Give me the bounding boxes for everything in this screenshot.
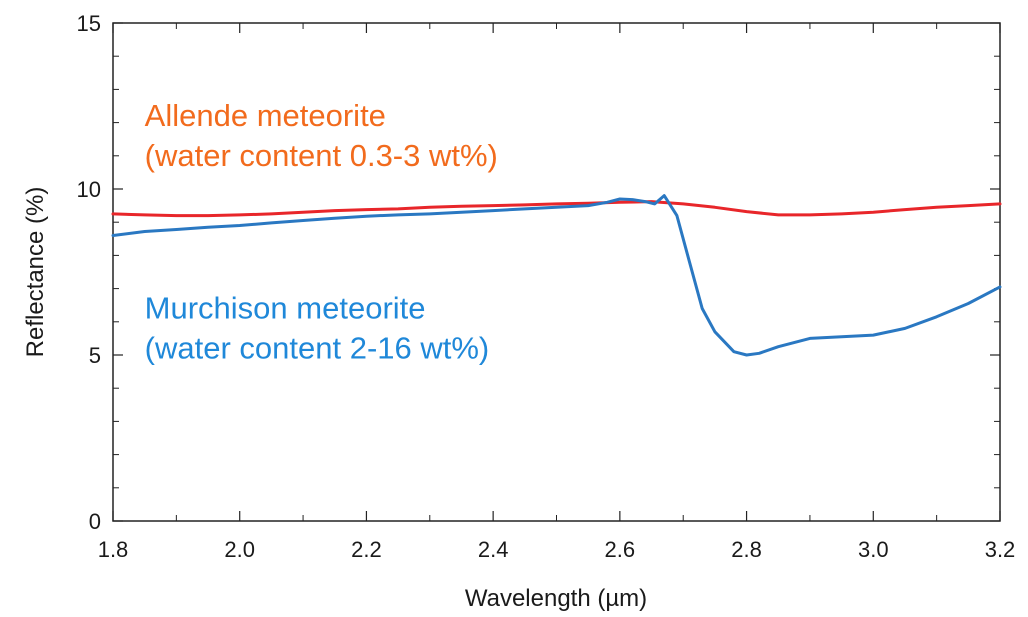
y-tick-label: 10: [77, 177, 101, 202]
murchison-series-line: [111, 194, 1002, 357]
y-tick-label: 15: [77, 11, 101, 36]
x-tick-labels: 1.8 2.0 2.2 2.4 2.6 2.8 3.0 3.2: [98, 537, 1016, 562]
murchison-annotation-line: (water content 2-16 wt%): [145, 330, 490, 365]
x-tick-label: 3.0: [858, 537, 889, 562]
y-tick-labels: 0 5 10 15: [77, 11, 101, 534]
series-lines: [111, 194, 1002, 357]
x-axis-title: Wavelength (µm): [465, 585, 647, 612]
axis-ticks: [112, 22, 1001, 522]
annotations: Allende meteorite (water content 0.3-3 wt…: [145, 98, 498, 366]
allende-annotation-line: (water content 0.3-3 wt%): [145, 138, 498, 173]
y-tick-label: 5: [89, 343, 101, 368]
allende-annotation-line: Allende meteorite: [145, 98, 386, 133]
murchison-annotation-line: Murchison meteorite: [145, 290, 426, 325]
x-tick-label: 2.8: [731, 537, 762, 562]
x-tick-label: 2.6: [605, 537, 636, 562]
y-tick-label: 0: [89, 509, 101, 534]
allende-series-line: [111, 200, 1002, 218]
y-axis-title: Reflectance (%): [22, 187, 49, 358]
x-tick-label: 1.8: [98, 537, 129, 562]
x-tick-label: 3.2: [985, 537, 1016, 562]
x-tick-label: 2.0: [224, 537, 255, 562]
x-tick-label: 2.2: [351, 537, 382, 562]
x-tick-label: 2.4: [478, 537, 509, 562]
